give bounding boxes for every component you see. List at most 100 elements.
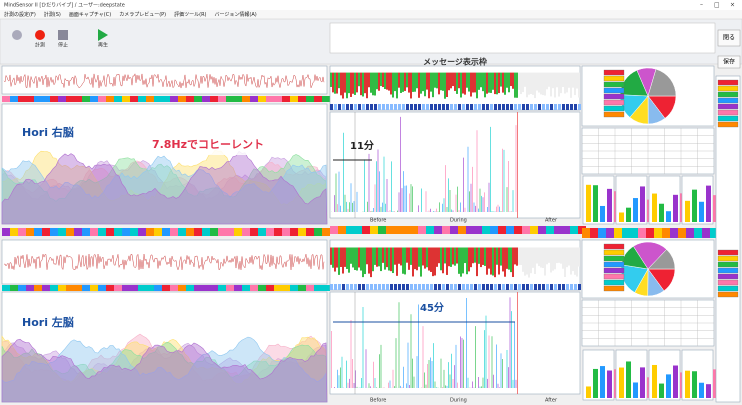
color-cell (226, 228, 234, 236)
spectro-col (518, 248, 520, 265)
btn-play-label[interactable]: 再生 (98, 42, 108, 49)
panel-label-right: Hori 右脳 (22, 125, 74, 139)
color-cell (138, 285, 146, 291)
spectro-col (488, 73, 490, 93)
menu-item[interactable]: 計測の設定(F) (4, 11, 36, 18)
spectro-strip (482, 284, 485, 290)
icon-settings[interactable] (12, 30, 22, 40)
spectro-strip (570, 284, 573, 290)
spectro-strip (530, 104, 533, 110)
legend-swatch (718, 98, 738, 103)
spectro-col (346, 73, 348, 99)
spectro-col (370, 248, 372, 278)
spectro-col (472, 248, 474, 264)
color-cell (10, 228, 18, 236)
spectro-col (352, 248, 354, 268)
spectro-strip (474, 284, 477, 290)
color-cell (638, 228, 646, 238)
color-cell (242, 96, 250, 102)
legend-swatch (604, 70, 624, 75)
color-cell (58, 228, 66, 236)
color-cell (162, 96, 170, 102)
panel-frame (2, 240, 327, 284)
spectro-col (560, 248, 562, 264)
spectro-col (334, 73, 336, 94)
mini-bar (619, 368, 624, 398)
color-cell (330, 226, 338, 234)
spectro-col (498, 248, 500, 275)
spectro-col (392, 73, 394, 98)
message-frame-label: メッセージ表示枠 (423, 57, 487, 67)
spectro-col (388, 73, 390, 91)
spectro-col (348, 248, 350, 273)
spectro-strip (554, 284, 557, 290)
menu-item[interactable]: 画面キャプチャ(C) (69, 12, 111, 18)
spectro-col (368, 73, 370, 88)
menu-item[interactable]: カメラプレビュー(P) (119, 11, 166, 18)
color-cell (106, 285, 114, 291)
btn-record-label[interactable]: 計測 (35, 42, 45, 49)
spectro-strip (442, 284, 445, 290)
color-cell (90, 96, 98, 102)
close-label[interactable]: 閉る (723, 35, 735, 42)
color-cell (98, 228, 106, 236)
mini-bar (626, 208, 631, 222)
maximize[interactable]: □ (714, 2, 720, 9)
menu-item[interactable]: 計測(S) (44, 11, 61, 18)
spectro-strip (410, 104, 413, 110)
spectro-col (458, 248, 460, 274)
spectro-col (376, 248, 378, 267)
color-cell (282, 285, 290, 291)
spectro-col (348, 73, 350, 94)
color-cell (226, 285, 234, 291)
color-cell (702, 228, 710, 238)
spectro-strip (382, 284, 385, 290)
minimize[interactable]: – (700, 2, 703, 9)
close-window[interactable]: × (730, 2, 735, 9)
icon-record[interactable] (35, 30, 45, 40)
spectro-col (412, 248, 414, 277)
color-cell (442, 226, 450, 234)
color-cell (194, 285, 202, 291)
menu-item[interactable]: 評価ツール(R) (174, 11, 206, 18)
color-cell (346, 226, 354, 234)
menu-item[interactable]: バージョン情報(A) (215, 11, 257, 18)
spectro-col (472, 73, 474, 93)
spectro-strip (470, 284, 473, 290)
mini-bar (640, 186, 645, 222)
spectro-strip (546, 284, 549, 290)
spectro-col (544, 73, 546, 96)
spectro-col (450, 73, 452, 89)
color-cell (130, 96, 138, 102)
mini-bar (673, 366, 678, 398)
spectro-col (442, 248, 444, 274)
spectro-col (462, 248, 464, 274)
spectro-col (342, 73, 344, 99)
color-cell (2, 285, 10, 291)
save-label[interactable]: 保存 (723, 58, 735, 66)
color-cell (58, 285, 66, 291)
phase-before: Before (370, 218, 386, 224)
mini-bar (586, 386, 591, 398)
spectro-col (424, 73, 426, 97)
color-cell (678, 228, 686, 238)
color-cell (2, 228, 10, 236)
color-cell (662, 228, 670, 238)
legend-swatch (718, 286, 738, 291)
message-input[interactable] (330, 23, 715, 53)
spectro-strip (506, 284, 509, 290)
spectro-col (374, 248, 376, 265)
spectro-col (574, 73, 576, 95)
mini-bar (692, 190, 697, 222)
spectro-col (408, 248, 410, 270)
btn-stop-label[interactable]: 停止 (58, 42, 68, 49)
color-cell (274, 228, 282, 236)
spectro-col (418, 248, 420, 267)
color-cell (34, 228, 42, 236)
color-cell (146, 228, 154, 236)
color-cell (218, 96, 226, 102)
spectro-col (492, 248, 494, 276)
spectro-col (444, 73, 446, 99)
color-cell (306, 285, 314, 291)
icon-stop[interactable] (58, 30, 68, 40)
